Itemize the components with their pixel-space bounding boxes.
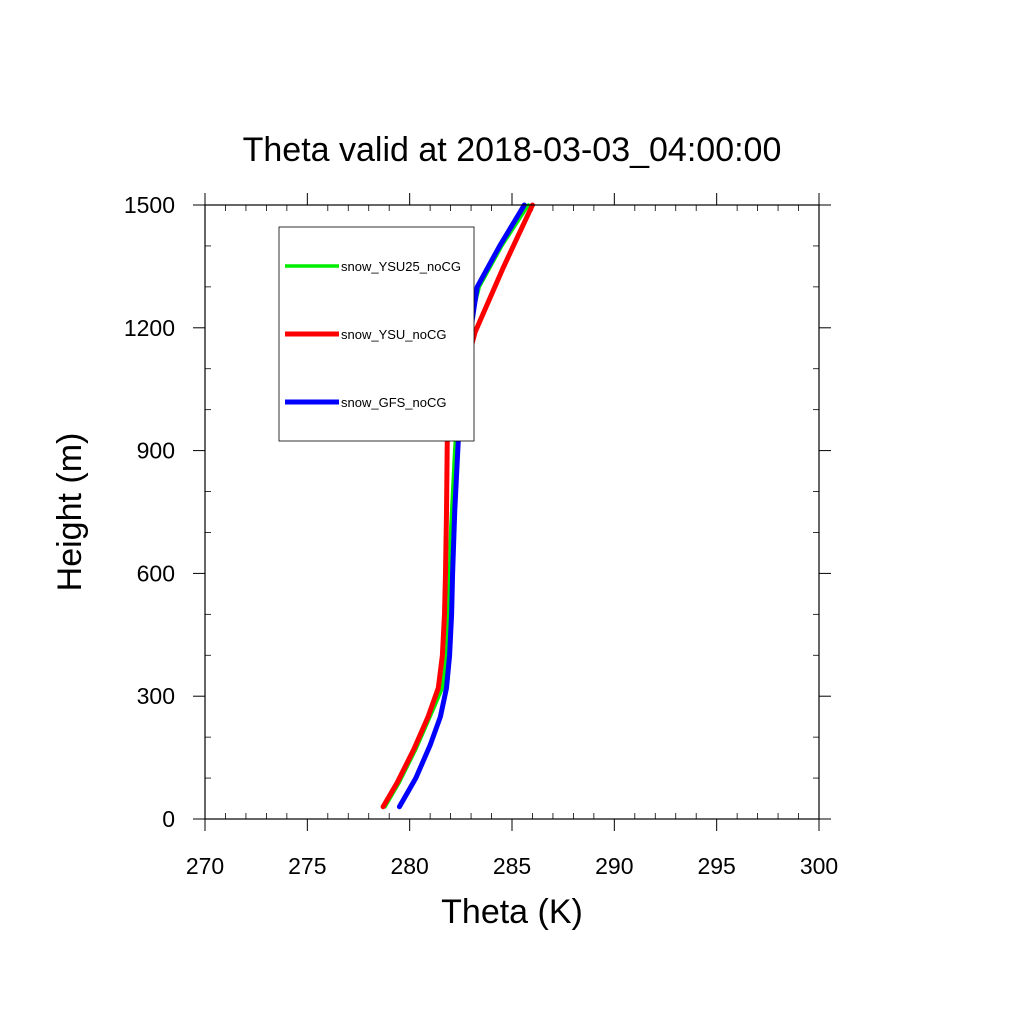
y-tick-label: 300 [137,683,175,709]
legend-label: snow_GFS_noCG [341,395,447,410]
y-tick-label: 0 [162,806,175,832]
legend-label: snow_YSU_noCG [341,327,447,342]
x-tick-label: 290 [595,853,633,879]
series-line-snow_GFS_noCG [396,202,527,810]
x-axis-label: Theta (K) [441,893,583,931]
y-tick-label: 1200 [124,315,175,341]
plot-frame [204,204,820,820]
x-tick-label: 285 [493,853,531,879]
y-tick-label: 600 [137,560,175,586]
x-tick-label: 300 [800,853,838,879]
x-tick-label: 295 [697,853,735,879]
y-tick-label: 1500 [124,192,175,218]
chart-title: Theta valid at 2018-03-03_04:00:00 [243,131,782,169]
x-tick-label: 270 [186,853,224,879]
x-tick-label: 280 [390,853,428,879]
x-tick-label: 275 [288,853,326,879]
y-tick-label: 900 [137,438,175,464]
ticks-layer: 270 275 280 285 290 295 300 0 300 600 900 1200 1500 [124,192,838,879]
legend-label: snow_YSU25_noCG [341,259,461,274]
y-axis-label: Height (m) [51,433,89,592]
legend-items: snow_YSU25_noCG snow_YSU_noCG snow_GFS_noC… [285,259,461,410]
legend: snow_YSU25_noCG snow_YSU_noCG snow_GFS_noC… [278,226,475,442]
